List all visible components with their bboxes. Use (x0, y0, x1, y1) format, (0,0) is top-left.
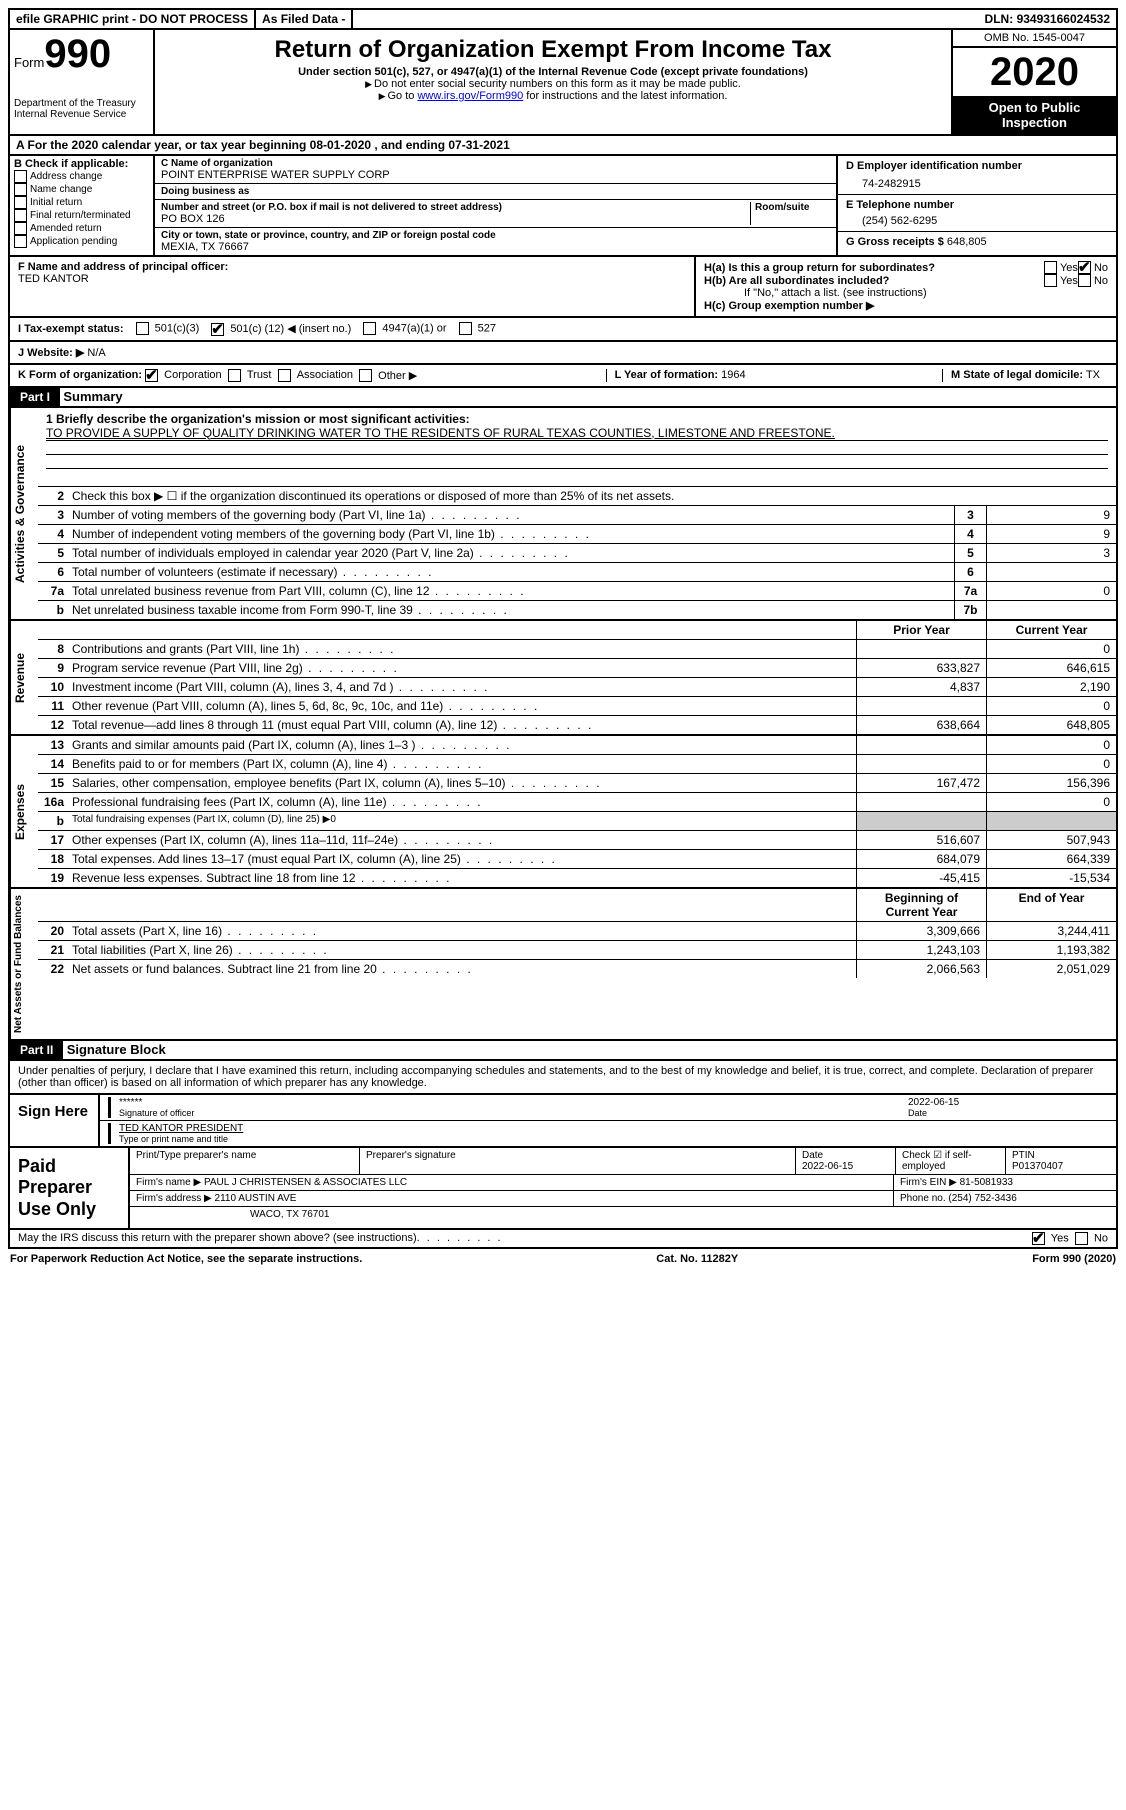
table-row: 6Total number of volunteers (estimate if… (38, 563, 1116, 582)
sign-here: Sign Here ****** Signature of officer 20… (8, 1095, 1118, 1148)
org-name: POINT ENTERPRISE WATER SUPPLY CORP (161, 169, 830, 181)
table-row: 5Total number of individuals employed in… (38, 544, 1116, 563)
table-row: 13Grants and similar amounts paid (Part … (38, 736, 1116, 755)
gross-receipts: 648,805 (947, 236, 987, 248)
table-row: 20Total assets (Part X, line 16)3,309,66… (38, 922, 1116, 941)
row-j: J Website: ▶ N/A (8, 342, 1118, 365)
form-header: Form990 Department of the Treasury Inter… (8, 30, 1118, 136)
table-row: bTotal fundraising expenses (Part IX, co… (38, 812, 1116, 831)
table-row: 15Salaries, other compensation, employee… (38, 774, 1116, 793)
fh-block: F Name and address of principal officer:… (8, 257, 1118, 318)
mission-text: TO PROVIDE A SUPPLY OF QUALITY DRINKING … (46, 426, 1108, 440)
table-row: 16aProfessional fundraising fees (Part I… (38, 793, 1116, 812)
topbar: efile GRAPHIC print - DO NOT PROCESS As … (8, 8, 1118, 30)
header-center: Return of Organization Exempt From Incom… (155, 30, 951, 134)
table-row: 9Program service revenue (Part VIII, lin… (38, 659, 1116, 678)
midblock: B Check if applicable: Address change Na… (8, 156, 1118, 257)
table-row: 14Benefits paid to or for members (Part … (38, 755, 1116, 774)
phone: (254) 562-6295 (846, 211, 1108, 227)
perjury: Under penalties of perjury, I declare th… (8, 1061, 1118, 1095)
col-c: C Name of organization POINT ENTERPRISE … (155, 156, 836, 255)
table-row: 17Other expenses (Part IX, column (A), l… (38, 831, 1116, 850)
dln: DLN: 93493166024532 (979, 10, 1116, 28)
form-left: Form990 Department of the Treasury Inter… (10, 30, 155, 134)
summary: Activities & Governance 1 Briefly descri… (8, 408, 1118, 621)
table-row: 21Total liabilities (Part X, line 26)1,2… (38, 941, 1116, 960)
table-row: bNet unrelated business taxable income f… (38, 601, 1116, 619)
table-row: 3Number of voting members of the governi… (38, 506, 1116, 525)
form-title: Return of Organization Exempt From Incom… (167, 36, 939, 64)
table-row: 19Revenue less expenses. Subtract line 1… (38, 869, 1116, 887)
footer: For Paperwork Reduction Act Notice, see … (8, 1249, 1118, 1269)
irs-link[interactable]: www.irs.gov/Form990 (417, 90, 523, 102)
asfiled-label: As Filed Data - (256, 10, 353, 28)
table-row: 4Number of independent voting members of… (38, 525, 1116, 544)
col-right: D Employer identification number 74-2482… (836, 156, 1116, 255)
table-row: 10Investment income (Part VIII, column (… (38, 678, 1116, 697)
ein: 74-2482915 (846, 172, 1108, 190)
table-row: 22Net assets or fund balances. Subtract … (38, 960, 1116, 978)
header-right: OMB No. 1545-0047 2020 Open to Public In… (951, 30, 1116, 134)
efile-label: efile GRAPHIC print - DO NOT PROCESS (10, 10, 256, 28)
dept-label: Department of the Treasury Internal Reve… (14, 98, 149, 120)
table-row: 8Contributions and grants (Part VIII, li… (38, 640, 1116, 659)
row-i: I Tax-exempt status: 501(c)(3) 501(c) (1… (8, 318, 1118, 342)
table-row: 7aTotal unrelated business revenue from … (38, 582, 1116, 601)
paid-preparer: Paid Preparer Use Only Print/Type prepar… (8, 1148, 1118, 1231)
table-row: 11Other revenue (Part VIII, column (A), … (38, 697, 1116, 716)
row-k: K Form of organization: Corporation Trus… (8, 365, 1118, 388)
line-a: A For the 2020 calendar year, or tax yea… (8, 136, 1118, 156)
table-row: 12Total revenue—add lines 8 through 11 (… (38, 716, 1116, 734)
col-b: B Check if applicable: Address change Na… (10, 156, 155, 255)
irs-discuss: May the IRS discuss this return with the… (8, 1230, 1118, 1249)
table-row: 18Total expenses. Add lines 13–17 (must … (38, 850, 1116, 869)
